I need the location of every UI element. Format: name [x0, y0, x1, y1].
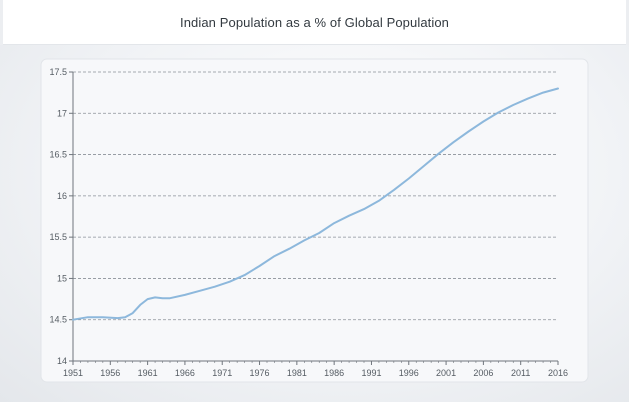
x-tick-label: 2001	[436, 368, 456, 378]
chart-title: Indian Population as a % of Global Popul…	[179, 14, 450, 30]
x-tick-label: 1966	[175, 368, 195, 378]
x-tick-label: 1961	[138, 368, 158, 378]
y-tick-label: 15.5	[49, 232, 67, 242]
line-chart: 14 14.5 15 15.5 16 16.5 17 17.5 1951 1956 1961 1966…	[40, 58, 589, 383]
x-tick-label: 1951	[63, 368, 83, 378]
x-tick-label: 1981	[287, 368, 307, 378]
x-tick-label: 1986	[324, 368, 344, 378]
x-tick-label: 1956	[100, 368, 120, 378]
x-tick-label: 1991	[361, 368, 381, 378]
x-tick-label: 1996	[399, 368, 419, 378]
chart-area: 14 14.5 15 15.5 16 16.5 17 17.5 1951 1956 1961 1966…	[0, 45, 629, 402]
y-tick-label: 15	[57, 273, 67, 283]
y-tick-label: 14.5	[49, 315, 67, 325]
y-tick-label: 14	[57, 356, 67, 366]
series-line	[72, 87, 559, 321]
title-bar: Indian Population as a % of Global Popul…	[3, 0, 626, 45]
y-tick-label: 16	[57, 191, 67, 201]
y-tick-label: 17.5	[49, 67, 67, 77]
x-tick-label: 2011	[511, 368, 530, 378]
x-tick-label: 1976	[250, 368, 270, 378]
x-tick-label: 2006	[473, 368, 493, 378]
plot-background	[40, 58, 589, 383]
y-tick-label: 16.5	[49, 150, 67, 160]
x-tick-label: 2016	[548, 368, 568, 378]
y-tick-label: 17	[57, 108, 67, 118]
x-tick-label: 1971	[212, 368, 232, 378]
